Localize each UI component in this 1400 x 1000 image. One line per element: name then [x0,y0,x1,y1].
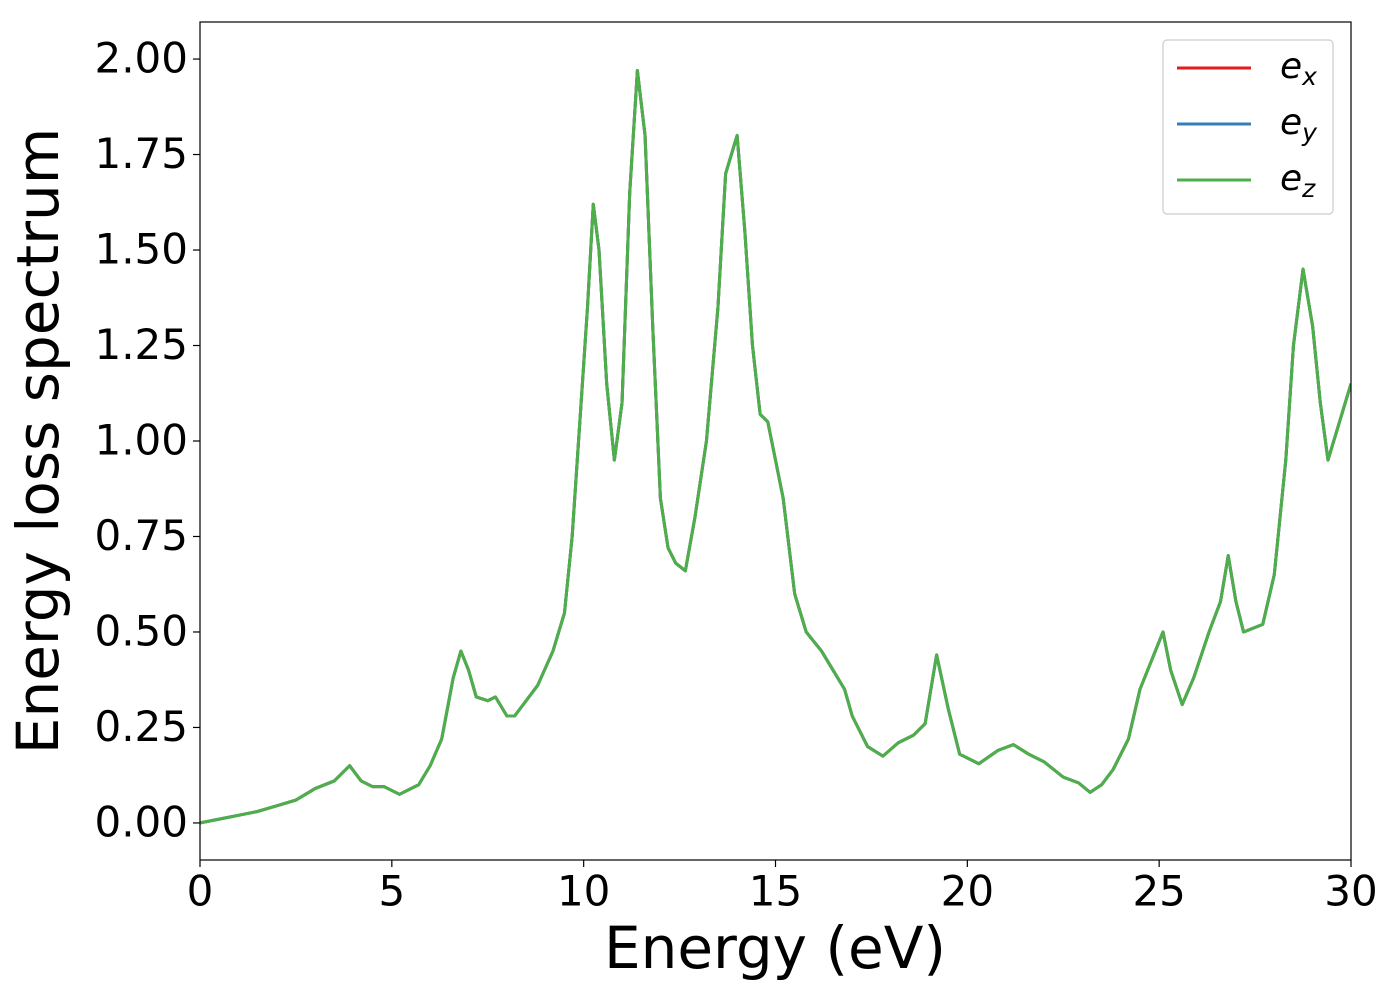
x-tick-label: 10 [557,867,610,916]
y-tick-label: 1.75 [94,129,188,178]
y-tick-label: 0.00 [94,797,188,846]
legend-subscript: z [1301,174,1316,203]
x-tick-label: 25 [1132,867,1185,916]
legend-label: ex [1280,46,1317,91]
x-tick-label: 15 [749,867,802,916]
y-tick-label: 0.75 [94,511,188,560]
x-tick-label: 5 [378,867,405,916]
y-tick-label: 1.25 [94,320,188,369]
y-tick-label: 1.50 [94,225,188,274]
legend-name: e [1280,46,1302,87]
x-axis-label: Energy (eV) [604,914,946,982]
x-tick-label: 20 [941,867,994,916]
legend-box [1162,39,1334,215]
y-tick-label: 0.25 [94,702,188,751]
legend-subscript: y [1301,118,1318,147]
plot-lines [200,69,1351,825]
series-line [200,69,1351,825]
legend-name: e [1280,158,1302,199]
legend-label: ez [1280,158,1316,203]
y-tick-label: 2.00 [94,34,188,83]
legend-label: ey [1280,102,1318,147]
legend-name: e [1280,102,1302,143]
x-tick-label: 0 [187,867,214,916]
legend-subscript: x [1301,62,1317,91]
x-tick-label: 30 [1324,867,1377,916]
y-tick-label: 0.50 [94,606,188,655]
y-axis-label: Energy loss spectrum [4,128,72,754]
y-tick-label: 1.00 [94,416,188,465]
